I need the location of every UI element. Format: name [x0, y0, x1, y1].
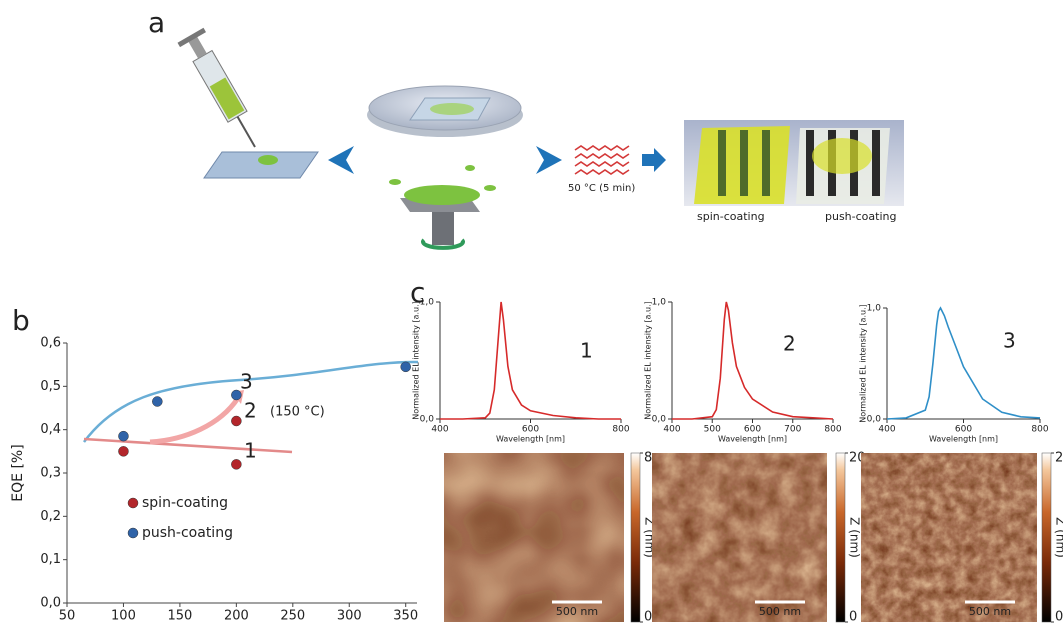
heat-waves: [575, 146, 629, 174]
colorbar-tick-label: 0: [644, 610, 652, 624]
film: [812, 138, 872, 174]
x-tick-label: 150: [167, 609, 192, 624]
spectrum-line: [887, 308, 1040, 419]
annotation: 1: [244, 439, 257, 463]
arrow: [642, 148, 666, 172]
point: [118, 431, 128, 441]
point: [231, 459, 241, 469]
colorbar-tick-label: 8: [644, 451, 652, 466]
electrodes: [718, 130, 770, 196]
legend-marker: [128, 498, 138, 508]
y-tick-label: 1,0: [867, 304, 882, 314]
colorbar: [631, 453, 640, 622]
annotation: 2: [783, 332, 796, 356]
colorbar-label: Z (nm): [1054, 517, 1063, 558]
legend-label: push-coating: [142, 525, 233, 541]
y-axis-label: Normalized EL intensity [a.u.]: [412, 301, 421, 420]
film: [404, 185, 480, 205]
x-tick-label: 600: [955, 425, 972, 435]
x-tick-label: 600: [744, 425, 761, 435]
point: [401, 362, 411, 372]
x-axis-label: Wavelength [nm]: [496, 435, 565, 444]
trend-line: [84, 439, 292, 452]
annotation: 1: [580, 339, 593, 363]
x-tick-label: 300: [337, 609, 362, 624]
x-tick-label: 800: [824, 425, 841, 435]
colorbar-tick-label: 0: [1055, 610, 1063, 624]
point: [152, 397, 162, 407]
afm-image: [444, 453, 624, 622]
x-tick-label: 100: [111, 609, 136, 624]
substrate: [204, 152, 318, 178]
figure: a b c 50 °C (5 min): [0, 0, 1063, 624]
annotation: 3: [240, 370, 253, 394]
y-tick-label: 0,0: [420, 415, 435, 425]
schematic: 50 °C (5 min) spin-coating push-coating: [178, 28, 904, 248]
syringe: [178, 28, 268, 155]
y-tick-label: 0,2: [40, 509, 61, 524]
y-axis-label: Normalized EL intensity [a.u.]: [859, 304, 868, 423]
y-tick-label: 1,0: [652, 298, 667, 308]
legend-label: spin-coating: [142, 495, 228, 511]
scale-bar-label: 500 nm: [759, 605, 801, 618]
arrow: [328, 146, 354, 174]
point: [231, 416, 241, 426]
x-tick-label: 400: [663, 425, 680, 435]
y-tick-label: 0,1: [40, 552, 61, 567]
y-tick-label: 0,5: [40, 379, 61, 394]
scale-bar-label: 500 nm: [969, 605, 1011, 618]
x-tick-label: 600: [522, 425, 539, 435]
x-tick-label: 200: [224, 609, 249, 624]
spin-coater: [432, 210, 454, 245]
annotation: 3: [1003, 329, 1016, 353]
afm-image: [652, 453, 827, 622]
photo-caption: push-coating: [825, 210, 896, 223]
spectrum-line: [672, 302, 833, 419]
x-axis-label: Wavelength [nm]: [718, 435, 787, 444]
y-axis-label: EQE [%]: [10, 444, 26, 501]
y-tick-label: 0,0: [867, 415, 882, 425]
scale-bar-label: 500 nm: [556, 605, 598, 618]
x-axis-label: Wavelength [nm]: [929, 435, 998, 444]
colorbar: [1042, 453, 1051, 622]
droplet: [258, 155, 278, 165]
x-tick-label: 800: [1031, 425, 1048, 435]
x-tick-label: 500: [704, 425, 721, 435]
x-tick-label: 350: [393, 609, 418, 624]
spectrum-line: [440, 302, 621, 419]
legend-marker: [128, 528, 138, 538]
x-tick-label: 800: [612, 425, 629, 435]
colorbar-tick-label: 0: [849, 610, 857, 624]
y-tick-label: 0,0: [652, 415, 667, 425]
y-tick-label: 0,6: [40, 336, 61, 351]
x-tick-label: 400: [878, 425, 895, 435]
y-tick-label: 0,3: [40, 466, 61, 481]
annotation: 2: [244, 399, 257, 423]
y-tick-label: 1,0: [420, 298, 435, 308]
y-axis-label: Normalized EL intensity [a.u.]: [644, 301, 653, 420]
trend-arrow: [150, 398, 238, 442]
colorbar: [836, 453, 845, 622]
panel-label: b: [12, 304, 30, 337]
x-tick-label: 700: [784, 425, 801, 435]
x-tick-label: 50: [59, 609, 76, 624]
arrow: [536, 146, 562, 174]
y-tick-label: 0,4: [40, 422, 61, 437]
film: [430, 103, 474, 115]
point: [118, 446, 128, 456]
panel-label: a: [148, 6, 165, 39]
annotation: (150 °C): [270, 405, 325, 420]
x-tick-label: 250: [280, 609, 305, 624]
photo-caption: spin-coating: [697, 210, 765, 223]
colorbar-label: Z (nm): [848, 517, 862, 558]
afm-image: [861, 453, 1037, 622]
heating-label: 50 °C (5 min): [568, 183, 635, 194]
x-tick-label: 400: [431, 425, 448, 435]
colorbar-tick-label: 25: [1055, 451, 1063, 466]
